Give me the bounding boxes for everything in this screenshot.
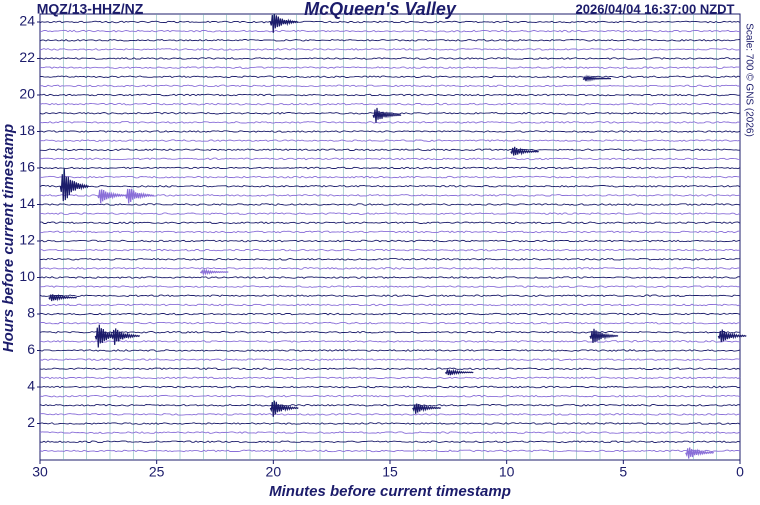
trace [39, 166, 741, 170]
trace [39, 203, 741, 206]
y-tick-label: 4 [27, 378, 35, 394]
x-tick-label: 20 [266, 464, 282, 480]
trace [39, 239, 741, 243]
x-tick-label: 5 [619, 464, 627, 480]
trace [40, 221, 741, 225]
trace [39, 121, 741, 124]
trace [39, 212, 741, 215]
trace [39, 175, 740, 179]
y-tick-label: 16 [19, 159, 35, 175]
trace [39, 157, 741, 161]
trace [39, 66, 740, 69]
trace [39, 431, 741, 434]
trace [39, 321, 740, 325]
seismic-event [717, 329, 747, 343]
trace [39, 294, 741, 298]
trace [39, 276, 741, 279]
trace [39, 367, 741, 371]
y-tick-label: 6 [27, 341, 35, 357]
chart-title: McQueen's Valley [304, 0, 457, 19]
trace [39, 102, 741, 106]
trace [39, 413, 741, 416]
y-tick-label: 24 [19, 13, 35, 29]
trace [40, 385, 741, 389]
seismic-event [269, 14, 299, 33]
trace [40, 376, 741, 380]
trace [39, 111, 741, 115]
trace [39, 285, 741, 288]
trace [39, 330, 741, 334]
trace [39, 194, 741, 197]
x-tick-label: 15 [382, 464, 398, 480]
credit: Scale: 700 © GNS (2026) [743, 23, 754, 137]
y-tick-label: 12 [19, 232, 35, 248]
station: MQZ/13-HHZ/NZ [37, 1, 144, 17]
seismic-event [48, 293, 77, 302]
seismic-event [444, 367, 474, 376]
seismic-event [269, 400, 299, 417]
trace [39, 148, 740, 152]
trace [39, 422, 741, 425]
seismic-event [510, 146, 539, 156]
trace [39, 184, 741, 188]
trace [40, 257, 741, 261]
trace [39, 394, 741, 398]
y-tick-label: 18 [19, 122, 35, 138]
x-tick-label: 0 [736, 464, 744, 480]
timestamp: 2026/04/04 16:37:00 NZDT [576, 1, 735, 16]
y-tick-label: 8 [27, 305, 35, 321]
trace [39, 29, 741, 33]
trace [39, 38, 741, 42]
trace [39, 230, 741, 234]
trace [39, 440, 741, 444]
trace [39, 267, 741, 270]
seismic-event [125, 188, 155, 204]
y-tick-label: 20 [19, 86, 35, 102]
trace [39, 248, 741, 252]
seismic-event [199, 268, 229, 277]
y-axis-title: Hours before current timestamp [0, 124, 17, 352]
trace [39, 349, 741, 352]
x-tick-label: 25 [149, 464, 165, 480]
trace [39, 403, 741, 407]
trace [39, 340, 741, 343]
x-axis-title: Minutes before current timestamp [269, 483, 511, 500]
trace [39, 130, 741, 133]
y-tick-label: 10 [19, 268, 35, 284]
x-tick-label: 10 [499, 464, 515, 480]
trace [39, 358, 741, 361]
trace [39, 449, 741, 453]
seismic-event [111, 328, 141, 345]
trace [39, 93, 741, 97]
seismic-event [59, 168, 89, 202]
y-tick-label: 22 [19, 49, 35, 65]
y-tick-label: 14 [19, 195, 35, 211]
x-tick-label: 30 [32, 464, 48, 480]
seismic-event [97, 189, 127, 204]
trace [39, 303, 741, 307]
trace [39, 48, 741, 51]
trace [39, 57, 741, 60]
seismic-event [412, 403, 442, 414]
trace [39, 20, 741, 24]
y-tick-label: 2 [27, 414, 35, 430]
seismic-event [582, 74, 612, 83]
trace [39, 139, 741, 142]
seismic-event [685, 447, 715, 459]
trace [39, 75, 741, 79]
trace [39, 84, 741, 88]
seismic-event [589, 328, 619, 344]
trace [39, 312, 741, 316]
seismic-event [372, 107, 402, 123]
